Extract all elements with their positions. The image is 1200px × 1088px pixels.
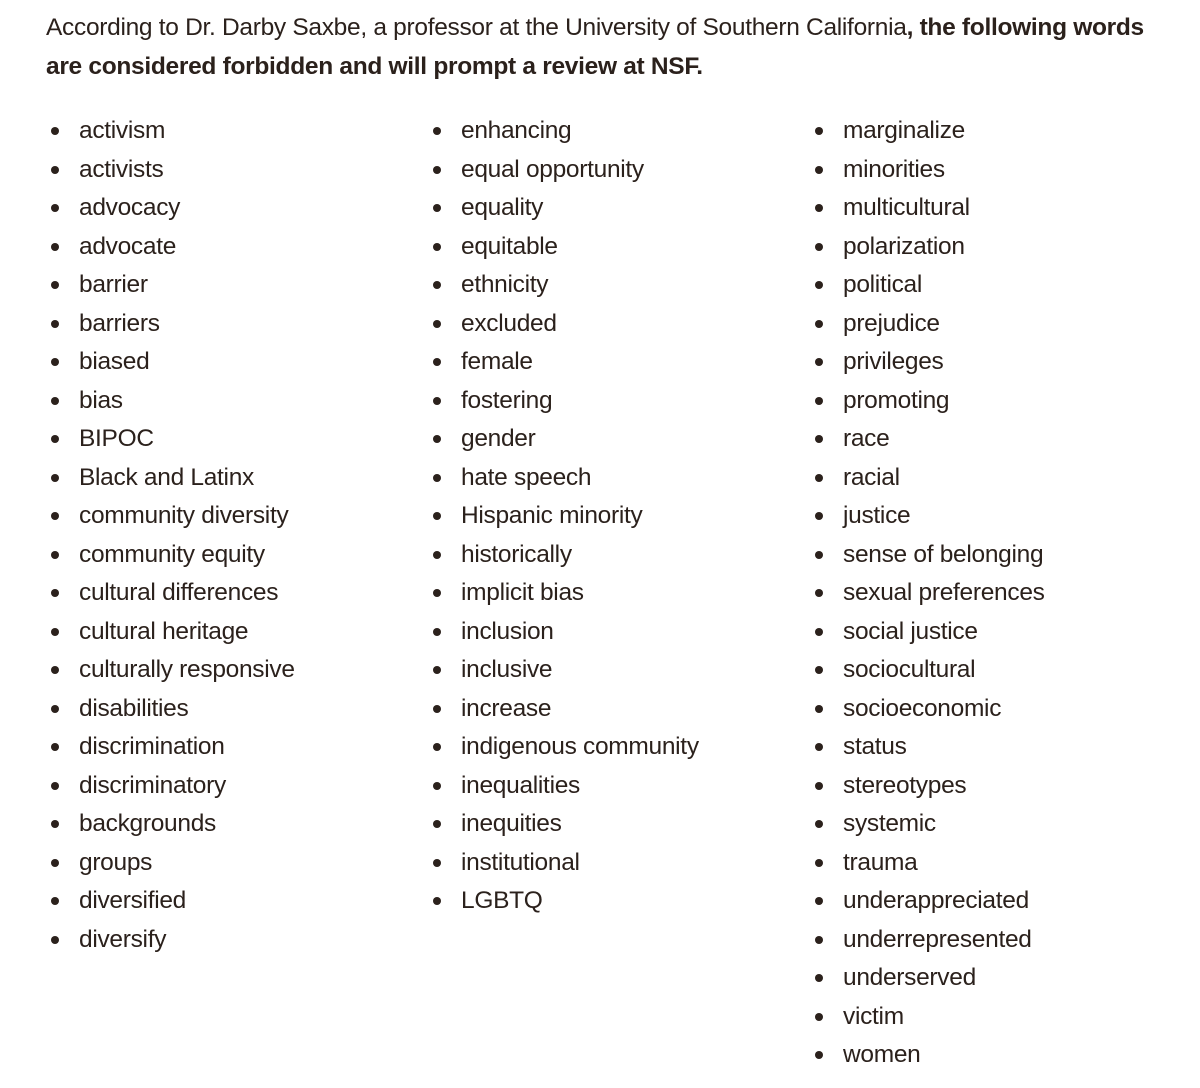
list-item: inequalities (428, 767, 699, 806)
list-item: racial (810, 459, 1045, 498)
list-item: diversify (46, 921, 295, 960)
list-item: underappreciated (810, 882, 1045, 921)
list-item: prejudice (810, 305, 1045, 344)
list-item: implicit bias (428, 574, 699, 613)
list-item: multicultural (810, 189, 1045, 228)
list-item: inequities (428, 805, 699, 844)
intro-text: According to Dr. Darby Saxbe, a professo… (46, 14, 907, 41)
list-item: increase (428, 690, 699, 729)
list-item: advocacy (46, 189, 295, 228)
word-list-column-1: activism activists advocacy advocate barrier… (46, 112, 295, 959)
list-item: diversified (46, 882, 295, 921)
list-item: culturally responsive (46, 651, 295, 690)
intro-bold-text: , the following words are considered for… (46, 14, 1144, 80)
list-item: BIPOC (46, 420, 295, 459)
list-item: sense of belonging (810, 536, 1045, 575)
word-list-column-3: marginalize minorities multicultural polari… (810, 112, 1045, 1075)
list-item: minorities (810, 151, 1045, 190)
list-item: Black and Latinx (46, 459, 295, 498)
list-item: backgrounds (46, 805, 295, 844)
list-item: LGBTQ (428, 882, 699, 921)
list-item: Hispanic minority (428, 497, 699, 536)
list-item: activists (46, 151, 295, 190)
word-list-column-2: enhancing equal opportunity equality equita… (428, 112, 699, 921)
list-item: fostering (428, 382, 699, 421)
list-item: bias (46, 382, 295, 421)
list-item: hate speech (428, 459, 699, 498)
list-item: systemic (810, 805, 1045, 844)
list-item: privileges (810, 343, 1045, 382)
list-item: activism (46, 112, 295, 151)
list-item: equal opportunity (428, 151, 699, 190)
list-item: promoting (810, 382, 1045, 421)
list-item: victim (810, 998, 1045, 1037)
list-item: underserved (810, 959, 1045, 998)
list-item: justice (810, 497, 1045, 536)
list-item: inclusive (428, 651, 699, 690)
list-item: socioeconomic (810, 690, 1045, 729)
list-item: underrepresented (810, 921, 1045, 960)
list-item: inclusion (428, 613, 699, 652)
list-item: polarization (810, 228, 1045, 267)
intro-paragraph: According to Dr. Darby Saxbe, a professo… (46, 9, 1156, 86)
list-item: equality (428, 189, 699, 228)
list-item: discrimination (46, 728, 295, 767)
list-item: trauma (810, 844, 1045, 883)
list-item: sociocultural (810, 651, 1045, 690)
list-item: excluded (428, 305, 699, 344)
list-item: institutional (428, 844, 699, 883)
list-item: historically (428, 536, 699, 575)
list-item: female (428, 343, 699, 382)
list-item: community equity (46, 536, 295, 575)
list-item: advocate (46, 228, 295, 267)
list-item: stereotypes (810, 767, 1045, 806)
list-item: women (810, 1036, 1045, 1075)
list-item: ethnicity (428, 266, 699, 305)
list-item: social justice (810, 613, 1045, 652)
list-item: sexual preferences (810, 574, 1045, 613)
list-item: groups (46, 844, 295, 883)
list-item: enhancing (428, 112, 699, 151)
list-item: disabilities (46, 690, 295, 729)
list-item: cultural differences (46, 574, 295, 613)
list-item: barrier (46, 266, 295, 305)
list-item: discriminatory (46, 767, 295, 806)
list-item: community diversity (46, 497, 295, 536)
list-item: equitable (428, 228, 699, 267)
list-item: gender (428, 420, 699, 459)
list-item: race (810, 420, 1045, 459)
list-item: indigenous community (428, 728, 699, 767)
list-item: cultural heritage (46, 613, 295, 652)
list-item: barriers (46, 305, 295, 344)
list-item: marginalize (810, 112, 1045, 151)
list-item: status (810, 728, 1045, 767)
list-item: biased (46, 343, 295, 382)
list-item: political (810, 266, 1045, 305)
